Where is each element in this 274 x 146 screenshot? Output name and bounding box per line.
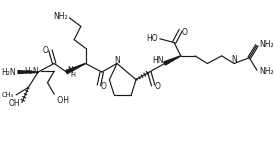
- Text: OH: OH: [8, 99, 20, 108]
- Text: O: O: [155, 82, 161, 91]
- Text: H₂N: H₂N: [24, 67, 39, 76]
- Text: HN: HN: [152, 56, 164, 65]
- Text: HO: HO: [146, 34, 158, 43]
- Polygon shape: [18, 71, 38, 73]
- Text: N: N: [67, 66, 73, 75]
- Text: H₂N: H₂N: [1, 68, 16, 77]
- Text: N: N: [231, 55, 237, 64]
- Text: O: O: [182, 28, 188, 37]
- Text: NH₂: NH₂: [53, 12, 67, 21]
- Text: H: H: [70, 72, 75, 78]
- Text: ·OH: ·OH: [55, 96, 69, 105]
- Polygon shape: [66, 64, 85, 74]
- Text: O: O: [42, 46, 48, 55]
- Text: N: N: [114, 56, 120, 65]
- Text: NH₂: NH₂: [259, 67, 273, 76]
- Text: NH₂: NH₂: [259, 40, 273, 49]
- Text: O: O: [101, 82, 107, 91]
- Polygon shape: [164, 56, 181, 65]
- Text: CH₃: CH₃: [2, 92, 14, 98]
